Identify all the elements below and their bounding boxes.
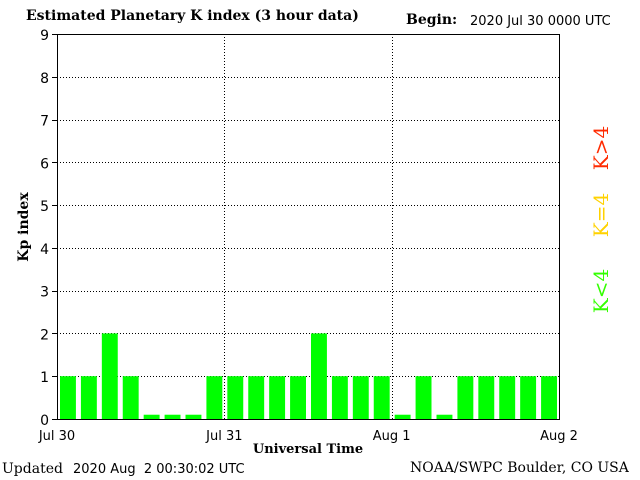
kp-bar bbox=[164, 414, 181, 419]
updated-value: 2020 Aug 2 00:30:02 UTC bbox=[73, 462, 245, 477]
y-tick-label: 1 bbox=[40, 370, 49, 386]
x-day-label: Aug 1 bbox=[373, 429, 411, 444]
kp-bar bbox=[122, 376, 139, 419]
kp-bar bbox=[520, 376, 537, 419]
updated-label: Updated bbox=[2, 461, 63, 477]
chart-title: Estimated Planetary K index (3 hour data… bbox=[26, 8, 359, 24]
kp-bar bbox=[415, 376, 432, 419]
kp-bar bbox=[206, 376, 223, 419]
x-day-label: Jul 31 bbox=[205, 429, 242, 444]
legend-k-equal-4: K=4 bbox=[589, 193, 613, 237]
y-axis-label: Kp index bbox=[16, 192, 32, 262]
kp-bar bbox=[373, 376, 390, 419]
kp-bar bbox=[478, 376, 495, 419]
kp-bar bbox=[60, 376, 76, 419]
y-tick-label: 6 bbox=[40, 156, 49, 172]
legend-k-above-4: K>4 bbox=[589, 126, 613, 170]
kp-bar bbox=[311, 333, 327, 419]
kp-bar bbox=[394, 414, 411, 419]
y-tick-label: 7 bbox=[40, 114, 49, 130]
legend-k-below-4: K<4 bbox=[589, 269, 613, 313]
kp-bar bbox=[185, 414, 202, 419]
kp-bar bbox=[269, 376, 286, 419]
kp-bar bbox=[80, 376, 97, 419]
kp-bar bbox=[457, 376, 474, 419]
kp-bar bbox=[331, 376, 348, 419]
kp-bar bbox=[227, 376, 244, 419]
kp-bar bbox=[248, 376, 265, 419]
plot-frame bbox=[57, 34, 560, 420]
y-tick-label: 2 bbox=[40, 327, 49, 343]
y-tick-label: 4 bbox=[40, 242, 49, 258]
kp-bar bbox=[541, 376, 557, 419]
y-tick-label: 0 bbox=[40, 413, 49, 429]
x-day-label: Aug 2 bbox=[540, 429, 578, 444]
y-tick-label: 5 bbox=[40, 199, 49, 215]
begin-value: 2020 Jul 30 0000 UTC bbox=[470, 14, 611, 29]
y-tick-label: 3 bbox=[40, 285, 49, 301]
kp-bar bbox=[352, 376, 369, 419]
kp-bar bbox=[499, 376, 516, 419]
x-axis-label: Universal Time bbox=[253, 442, 363, 457]
source-credit: NOAA/SWPC Boulder, CO USA bbox=[410, 460, 629, 476]
begin-label: Begin: bbox=[406, 12, 458, 28]
kp-bar bbox=[143, 414, 160, 419]
kp-bar bbox=[290, 376, 306, 419]
x-day-label: Jul 30 bbox=[38, 429, 75, 444]
kp-bar bbox=[436, 414, 453, 419]
y-tick-label: 8 bbox=[40, 71, 49, 87]
y-tick-label: 9 bbox=[40, 28, 49, 44]
kp-bar bbox=[101, 333, 118, 419]
